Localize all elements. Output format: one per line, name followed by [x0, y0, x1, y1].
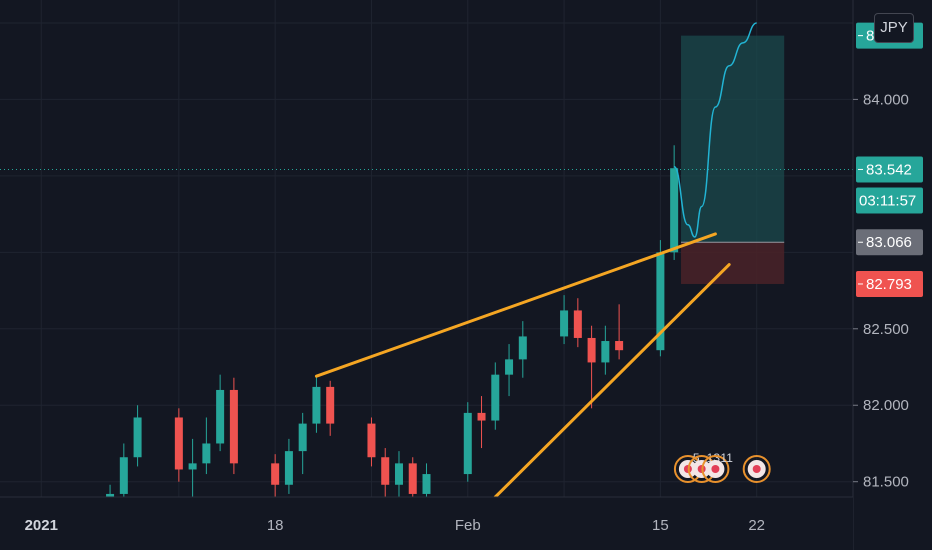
- y-tick-labels: 81.500 82.000 82.500 84.000: [853, 91, 909, 491]
- price-tag-label: 03:11:57: [859, 192, 916, 209]
- event-markers: 5 13 11: [673, 451, 771, 483]
- candle-body: [477, 412, 486, 421]
- trendline-upper: [314, 232, 717, 378]
- candle-body: [312, 386, 321, 424]
- time-axis: [0, 497, 853, 550]
- event-dot: [711, 465, 720, 473]
- stop-zone: [681, 242, 785, 284]
- price-tag-label: 83.066: [866, 234, 912, 251]
- event-label: 11: [720, 451, 733, 465]
- x-tick-label: 18: [267, 517, 284, 534]
- candle-body: [670, 168, 679, 253]
- event-marker[interactable]: 11: [701, 451, 733, 483]
- candle-body: [174, 417, 183, 470]
- x-tick-label: 2021: [25, 517, 58, 534]
- event-ring: [701, 455, 730, 483]
- candle-body: [367, 423, 376, 458]
- price-tag-box: [856, 229, 923, 256]
- candle-body: [381, 457, 390, 485]
- candle-body: [587, 337, 596, 363]
- candle-body: [326, 386, 335, 424]
- price-tag-label: 83.542: [866, 161, 912, 178]
- trendline-lower: [493, 263, 731, 499]
- y-tick-label: 82.000: [863, 397, 909, 414]
- candle-body: [463, 412, 472, 475]
- candle-body: [518, 336, 527, 360]
- price-tag-box: [856, 156, 923, 183]
- candle-body: [271, 463, 280, 485]
- candle-body: [656, 252, 665, 351]
- event-marker[interactable]: [742, 455, 771, 483]
- y-tick-label: 81.500: [863, 474, 909, 491]
- event-ring: [742, 455, 771, 483]
- price-tag-label: 82.793: [866, 276, 912, 293]
- candle-body: [601, 341, 610, 363]
- x-tick-label: 15: [652, 517, 669, 534]
- candle-body: [491, 374, 500, 421]
- candle-body: [394, 463, 403, 485]
- price-tag-entry: 83.066: [856, 229, 923, 256]
- x-tick-label: Feb: [455, 517, 481, 534]
- candles: [106, 145, 679, 505]
- candle-body: [615, 341, 624, 351]
- candle-body: [229, 389, 238, 464]
- candle-body: [422, 474, 431, 494]
- price-tag-countdown: 03:11:57: [856, 187, 923, 214]
- y-tick-label: 84.000: [863, 91, 909, 108]
- currency-button[interactable]: JPY: [874, 13, 914, 43]
- x-tick-labels: 2021 18 Feb 15 22: [25, 517, 765, 534]
- price-tag-box: [856, 270, 923, 297]
- y-tick-label: 82.500: [863, 321, 909, 338]
- candle-body: [284, 451, 293, 485]
- target-zone: [681, 35, 785, 243]
- candle-body: [560, 310, 569, 337]
- price-tag-stop: 82.793: [856, 270, 923, 297]
- candle-body: [119, 457, 128, 494]
- candle-body: [573, 310, 582, 338]
- candle-body: [408, 463, 417, 494]
- price-tag-box: [856, 187, 923, 214]
- candle-body: [188, 463, 197, 470]
- candle-body: [298, 423, 307, 452]
- candle-body: [505, 359, 514, 375]
- price-tag-last: 83.542: [856, 156, 923, 183]
- candle-body: [202, 443, 211, 464]
- x-tick-label: 22: [748, 517, 765, 534]
- projection-path: [673, 22, 757, 238]
- event-dot: [752, 465, 761, 473]
- candle-body: [216, 389, 225, 444]
- candle-body: [133, 417, 142, 458]
